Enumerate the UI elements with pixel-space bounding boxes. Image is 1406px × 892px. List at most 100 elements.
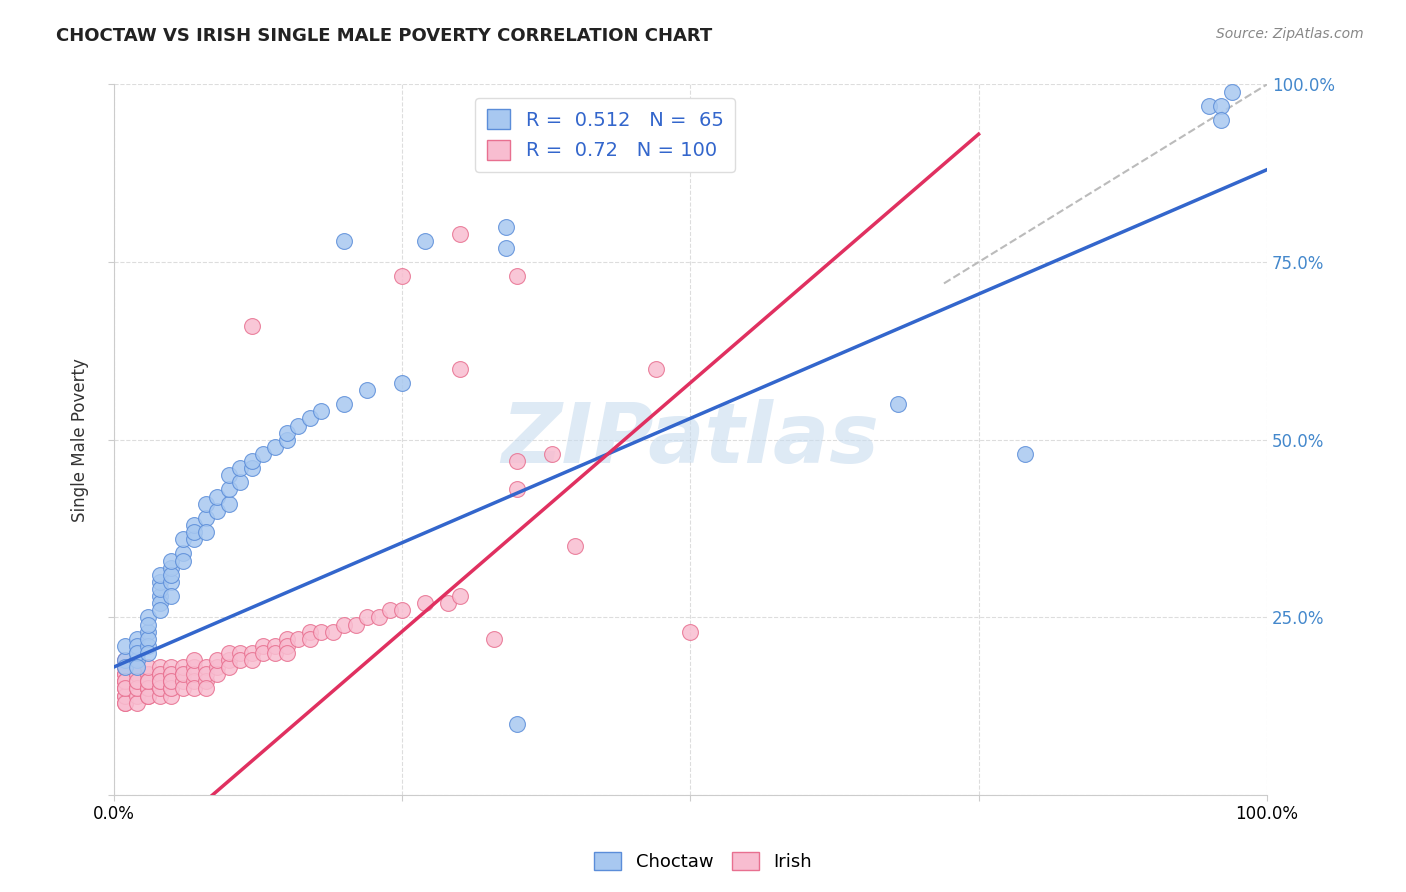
Point [125, 667, 148, 681]
Point [449, 227, 471, 241]
Point [160, 681, 183, 696]
Point [506, 269, 529, 284]
Point [172, 546, 194, 560]
Point [125, 689, 148, 703]
Point [114, 689, 136, 703]
Point [564, 539, 586, 553]
Point [194, 674, 217, 689]
Point [240, 461, 263, 475]
Point [276, 639, 298, 653]
Point [252, 646, 274, 660]
Point [136, 674, 159, 689]
Point [125, 646, 148, 660]
Point [1209, 99, 1232, 113]
Point [114, 639, 136, 653]
Point [125, 632, 148, 646]
Point [644, 361, 666, 376]
Point [160, 667, 183, 681]
Point [149, 667, 172, 681]
Point [264, 646, 287, 660]
Point [114, 653, 136, 667]
Point [540, 447, 562, 461]
Point [264, 440, 287, 454]
Point [114, 674, 136, 689]
Point [114, 681, 136, 696]
Point [333, 234, 356, 248]
Point [207, 660, 229, 674]
Point [125, 653, 148, 667]
Point [114, 667, 136, 681]
Point [506, 717, 529, 731]
Point [114, 689, 136, 703]
Point [207, 490, 229, 504]
Legend: Choctaw, Irish: Choctaw, Irish [588, 845, 818, 879]
Point [136, 681, 159, 696]
Point [218, 653, 240, 667]
Point [160, 681, 183, 696]
Y-axis label: Single Male Poverty: Single Male Poverty [72, 358, 89, 522]
Point [287, 418, 309, 433]
Point [229, 475, 252, 490]
Point [356, 610, 378, 624]
Point [183, 674, 205, 689]
Point [183, 518, 205, 533]
Legend: R =  0.512   N =  65, R =  0.72   N = 100: R = 0.512 N = 65, R = 0.72 N = 100 [475, 98, 735, 172]
Point [298, 632, 321, 646]
Point [125, 681, 148, 696]
Point [218, 660, 240, 674]
Point [160, 560, 183, 574]
Point [125, 674, 148, 689]
Point [367, 610, 389, 624]
Point [114, 660, 136, 674]
Point [218, 468, 240, 483]
Point [1014, 447, 1036, 461]
Point [218, 646, 240, 660]
Point [887, 397, 910, 411]
Point [149, 603, 172, 617]
Point [252, 639, 274, 653]
Point [1198, 99, 1220, 113]
Point [194, 511, 217, 525]
Text: Source: ZipAtlas.com: Source: ZipAtlas.com [1216, 27, 1364, 41]
Point [207, 504, 229, 518]
Point [391, 376, 413, 390]
Point [160, 567, 183, 582]
Point [240, 653, 263, 667]
Point [276, 425, 298, 440]
Point [229, 461, 252, 475]
Point [172, 660, 194, 674]
Point [172, 674, 194, 689]
Point [136, 639, 159, 653]
Point [149, 674, 172, 689]
Point [114, 681, 136, 696]
Point [136, 689, 159, 703]
Point [172, 667, 194, 681]
Point [333, 617, 356, 632]
Point [207, 653, 229, 667]
Point [506, 483, 529, 497]
Point [172, 667, 194, 681]
Point [125, 660, 148, 674]
Point [160, 589, 183, 603]
Point [149, 567, 172, 582]
Point [449, 361, 471, 376]
Point [149, 582, 172, 596]
Point [333, 397, 356, 411]
Point [136, 674, 159, 689]
Point [114, 696, 136, 710]
Point [252, 447, 274, 461]
Point [114, 660, 136, 674]
Point [149, 681, 172, 696]
Point [276, 632, 298, 646]
Point [264, 639, 287, 653]
Point [194, 667, 217, 681]
Text: ZIPatlas: ZIPatlas [502, 400, 879, 480]
Point [298, 411, 321, 425]
Point [136, 660, 159, 674]
Point [114, 681, 136, 696]
Point [322, 624, 344, 639]
Point [160, 674, 183, 689]
Point [114, 674, 136, 689]
Point [149, 689, 172, 703]
Point [125, 674, 148, 689]
